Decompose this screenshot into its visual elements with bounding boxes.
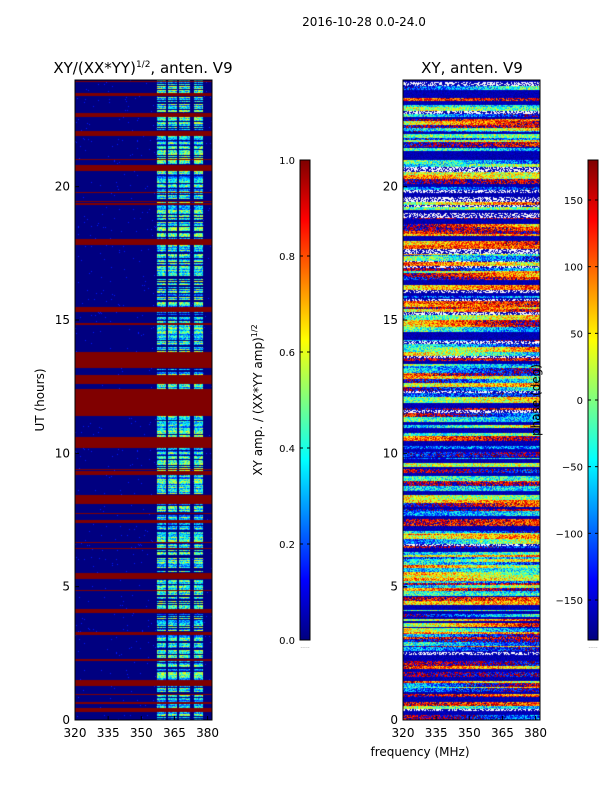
amplitude-ytick-label: 20 [55, 180, 70, 194]
phase-ytick-label: 5 [390, 580, 398, 594]
phase-x-label: frequency (MHz) [370, 745, 469, 759]
amplitude-xtick-label: 380 [196, 726, 219, 740]
phase-panel: XY, anten. V9 320 335 350 365 380 0 5 10 15 20 f… [370, 59, 547, 759]
amplitude-xtick-label: 335 [97, 726, 120, 740]
phase-xtick-label: 380 [524, 726, 547, 740]
amplitude-y-axis: 0 5 10 15 20 [55, 180, 79, 727]
phase-colorbar: −150 −100 −50 0 50 100 150 phase (deg) ..... [529, 159, 599, 650]
phase-plot-frame [402, 79, 541, 721]
amplitude-colorbar-tick-label: 0.8 [279, 252, 295, 263]
phase-colorbar-tick-label: 50 [570, 329, 583, 340]
amplitude-colorbar-tick-label: 1.0 [279, 156, 295, 167]
amplitude-ytick-label: 0 [62, 713, 70, 727]
phase-colorbar-tick-label: −50 [562, 463, 583, 474]
amplitude-plot-frame [74, 79, 213, 721]
amplitude-colorbar-ticks: 0.0 0.2 0.4 0.6 0.8 1.0 [279, 156, 310, 647]
amplitude-colorbar-tick-label: 0.4 [279, 444, 295, 455]
phase-xtick-label: 350 [458, 726, 481, 740]
amplitude-panel: XY/(XX*YY)1/2, anten. V9 320 335 350 365 380… [33, 59, 233, 740]
phase-colorbar-label: phase (deg) [529, 364, 543, 436]
phase-ytick-label: 20 [383, 180, 398, 194]
amplitude-panel-title: XY/(XX*YY)1/2, anten. V9 [53, 59, 232, 77]
amplitude-ytick-label: 5 [62, 580, 70, 594]
amplitude-colorbar-gradient [299, 159, 311, 641]
amplitude-heatmap [75, 80, 212, 720]
phase-colorbar-tick-label: −150 [556, 596, 583, 607]
phase-xtick-label: 335 [425, 726, 448, 740]
amplitude-colorbar-tick-label: 0.2 [279, 540, 295, 551]
phase-ytick-label: 0 [390, 713, 398, 727]
phase-colorbar-tick-label: 100 [564, 263, 583, 274]
amplitude-colorbar-tick-label: 0.0 [279, 636, 295, 647]
amplitude-colorbar: 0.0 0.2 0.4 0.6 0.8 1.0 XY amp. / (XX*YY amp)… [250, 156, 311, 650]
amplitude-xtick-label: 350 [130, 726, 153, 740]
amplitude-ytick-label: 10 [55, 446, 70, 460]
phase-ytick-label: 10 [383, 446, 398, 460]
phase-colorbar-ticks: −150 −100 −50 0 50 100 150 [556, 196, 598, 607]
phase-y-axis: 0 5 10 15 20 [383, 180, 407, 727]
amplitude-xtick-label: 365 [163, 726, 186, 740]
phase-heatmap [403, 80, 540, 720]
amplitude-x-axis: 320 335 350 365 380 [64, 716, 219, 740]
phase-colorbar-tick-label: −100 [556, 529, 583, 540]
amplitude-colorbar-label: XY amp. / (XX*YY amp)1/2 [250, 324, 265, 475]
amplitude-ytick-label: 15 [55, 313, 70, 327]
phase-colorbar-tick-label: 150 [564, 196, 583, 207]
amplitude-colorbar-footer: ..... [300, 643, 310, 650]
phase-xtick-label: 320 [392, 726, 415, 740]
phase-x-axis: 320 335 350 365 380 [392, 716, 547, 740]
phase-ytick-label: 15 [383, 313, 398, 327]
phase-panel-title: XY, anten. V9 [421, 59, 523, 77]
amplitude-xtick-label: 320 [64, 726, 87, 740]
figure-title: 2016-10-28 0.0-24.0 [302, 15, 426, 29]
phase-colorbar-footer: ..... [588, 643, 598, 650]
phase-xtick-label: 365 [491, 726, 514, 740]
amplitude-y-label: UT (hours) [33, 368, 47, 431]
phase-colorbar-tick-label: 0 [577, 396, 583, 407]
amplitude-colorbar-tick-label: 0.6 [279, 348, 295, 359]
